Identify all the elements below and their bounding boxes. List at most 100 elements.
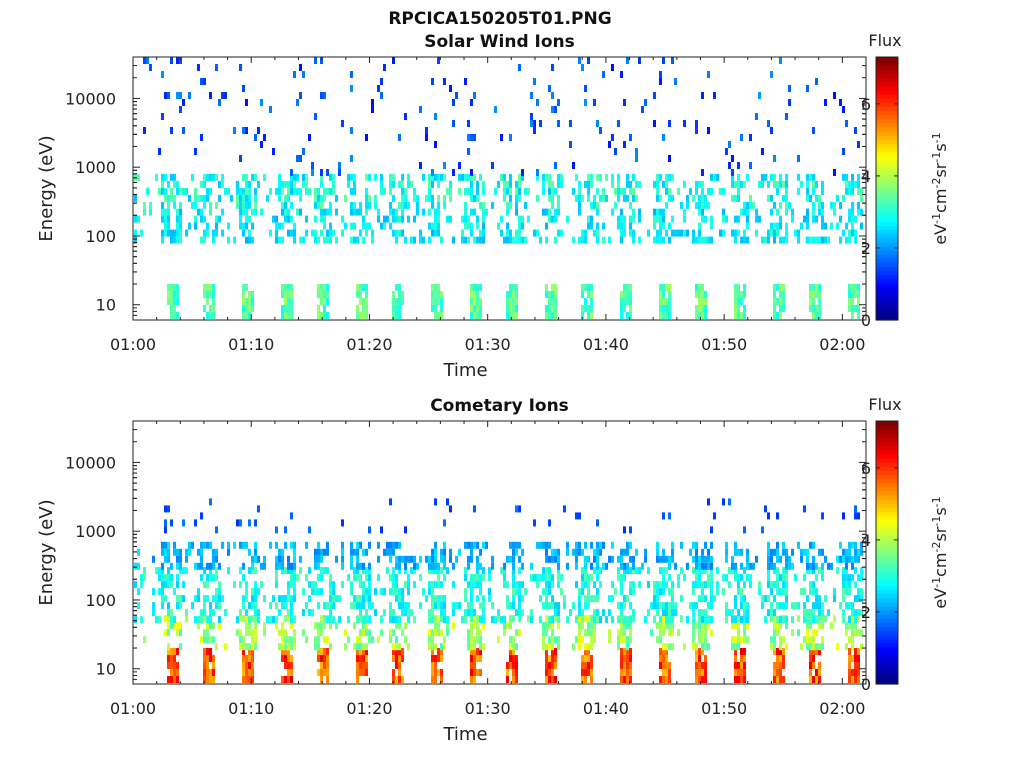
- spectrogram-cell: [608, 609, 611, 617]
- spectrogram-cell: [359, 643, 362, 651]
- spectrogram-cell: [848, 548, 851, 556]
- spectrogram-cell: [251, 562, 254, 570]
- spectrogram-cell: [773, 312, 776, 319]
- spectrogram-cell: [560, 180, 563, 188]
- spectrogram-cell: [359, 648, 362, 655]
- spectrogram-cell: [263, 134, 266, 141]
- spectrogram-cell: [812, 588, 815, 596]
- spectrogram-cell: [734, 298, 737, 305]
- spectrogram-cell: [857, 291, 860, 298]
- spectrogram-cell: [725, 609, 728, 617]
- spectrogram-cell: [812, 180, 815, 188]
- spectrogram-cell: [323, 615, 326, 623]
- spectrogram-cell: [611, 541, 614, 549]
- spectrogram-cell: [662, 548, 665, 556]
- spectrogram-cell: [278, 173, 281, 181]
- spectrogram-cell: [566, 215, 569, 223]
- spectrogram-cell: [821, 602, 824, 610]
- spectrogram-cell: [368, 595, 371, 603]
- spectrogram-cell: [290, 595, 293, 603]
- spectrogram-cell: [164, 505, 167, 513]
- spectrogram-cell: [284, 284, 287, 291]
- spectrogram-cell: [584, 574, 587, 582]
- spectrogram-cell: [548, 655, 551, 662]
- spectrogram-cell: [620, 548, 623, 556]
- spectrogram-cell: [437, 222, 440, 230]
- spectrogram-cell: [623, 187, 626, 195]
- spectrogram-cell: [710, 567, 713, 575]
- spectrogram-cell: [824, 595, 827, 603]
- spectrogram-cell: [323, 312, 326, 319]
- spectrogram-cell: [812, 215, 815, 223]
- spectrogram-cell: [239, 629, 242, 637]
- spectrogram-cell: [506, 602, 509, 610]
- x-tick-label: 01:00: [110, 335, 156, 354]
- spectrogram-cell: [362, 215, 365, 223]
- spectrogram-cell: [416, 562, 419, 570]
- spectrogram-cell: [365, 312, 368, 319]
- spectrogram-cell: [821, 615, 824, 623]
- spectrogram-cell: [236, 616, 239, 624]
- spectrogram-cell: [629, 180, 632, 188]
- spectrogram-cell: [851, 541, 854, 549]
- spectrogram-cell: [593, 194, 596, 202]
- spectrogram-cell: [428, 222, 431, 230]
- spectrogram-cell: [557, 555, 560, 563]
- spectrogram-cell: [557, 616, 560, 624]
- spectrogram-cell: [743, 229, 746, 237]
- spectrogram-cell: [380, 187, 383, 195]
- spectrogram-cell: [665, 609, 668, 617]
- spectrogram-cell: [812, 291, 815, 298]
- spectrogram-cell: [476, 222, 479, 230]
- spectrogram-cell: [326, 676, 329, 683]
- colorbar-swatch: [876, 287, 898, 292]
- spectrogram-cell: [509, 229, 512, 237]
- spectrogram-cell: [692, 622, 695, 630]
- spectrogram-cell: [467, 222, 470, 230]
- spectrogram-cell: [710, 222, 713, 230]
- spectrogram-cell: [437, 622, 440, 630]
- spectrogram-cell: [704, 541, 707, 549]
- spectrogram-cell: [737, 622, 740, 630]
- spectrogram-cell: [587, 629, 590, 637]
- spectrogram-cell: [245, 180, 248, 188]
- spectrogram-cell: [473, 662, 476, 669]
- spectrogram-cell: [431, 78, 434, 85]
- spectrogram-cell: [431, 662, 434, 669]
- spectrogram-cell: [506, 595, 509, 603]
- spectrogram-cell: [260, 581, 263, 589]
- spectrogram-cell: [308, 595, 311, 603]
- spectrogram-cell: [617, 555, 620, 563]
- spectrogram-cell: [542, 643, 545, 651]
- spectrogram-cell: [329, 622, 332, 630]
- spectrogram-cell: [476, 648, 479, 655]
- spectrogram-cell: [806, 609, 809, 617]
- spectrogram-cell: [743, 609, 746, 617]
- spectrogram-cell: [170, 127, 173, 134]
- spectrogram-cell: [854, 284, 857, 291]
- spectrogram-cell: [779, 291, 782, 298]
- colorbar-swatch: [876, 655, 898, 660]
- spectrogram-cell: [545, 541, 548, 549]
- spectrogram-cell: [290, 602, 293, 610]
- spectrogram-cell: [791, 215, 794, 223]
- spectrogram-cell: [446, 616, 449, 624]
- spectrogram-cell: [179, 201, 182, 209]
- spectrogram-cell: [725, 555, 728, 563]
- spectrogram-cell: [713, 512, 716, 520]
- spectrogram-cell: [467, 134, 470, 141]
- spectrogram-cell: [611, 616, 614, 624]
- spectrogram-cell: [188, 222, 191, 230]
- spectrogram-cell: [167, 567, 170, 575]
- spectrogram-cell: [371, 99, 374, 106]
- spectrogram-cell: [656, 187, 659, 195]
- spectrogram-cell: [551, 622, 554, 630]
- spectrogram-cell: [383, 215, 386, 223]
- spectrogram-cell: [698, 236, 701, 244]
- spectrogram-cell: [626, 636, 629, 644]
- spectrogram-cell: [851, 208, 854, 216]
- spectrogram-cell: [395, 312, 398, 319]
- spectrogram-cell: [677, 187, 680, 195]
- spectrogram-cell: [584, 581, 587, 589]
- spectrogram-cell: [662, 134, 665, 141]
